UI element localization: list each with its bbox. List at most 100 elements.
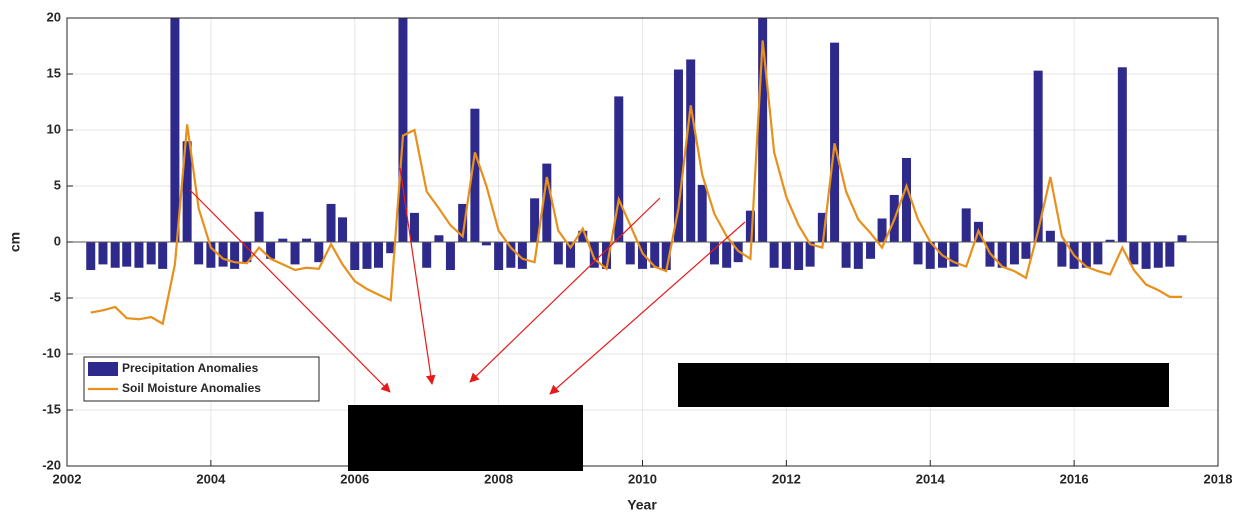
x-tick-label: 2004 [196,471,226,486]
bar [254,211,264,242]
bar [1105,239,1115,242]
bar [194,242,204,265]
bar [302,238,312,242]
bar [1057,242,1067,267]
bar [422,242,432,268]
bar [686,59,696,242]
bar [326,203,336,242]
annotation-arrows [189,167,746,395]
bar [230,242,240,269]
bar [1021,242,1031,259]
x-tick-label: 2008 [484,471,513,486]
bar [902,158,912,242]
bar [242,242,252,263]
x-tick-label: 2006 [340,471,369,486]
bar [1117,67,1127,242]
bar [997,242,1007,268]
bar [1093,242,1103,265]
bar [494,242,504,270]
bar [398,18,408,242]
bar [661,242,671,270]
bar [925,242,935,269]
bar [278,238,288,242]
x-axis-label: Year [627,497,657,513]
bar [1033,70,1043,242]
redaction-box [348,405,583,471]
bar [314,242,324,263]
bar [625,242,635,265]
arrow [549,221,746,395]
x-tick-label: 2018 [1204,471,1233,486]
bar [745,210,755,242]
bar [362,242,372,269]
arrow [189,189,391,393]
y-tick-label: 20 [47,9,61,24]
bar [434,235,444,242]
bar [841,242,851,268]
bar [781,242,791,269]
bar [614,96,624,243]
legend-swatch [88,362,118,376]
line [90,40,1183,326]
y-axis-label: cm [7,232,23,252]
bar [1129,242,1139,265]
bar [386,242,396,254]
bar [817,212,827,242]
x-tick-label: 2012 [772,471,801,486]
bar [86,242,96,270]
bar [458,203,468,242]
legend: Precipitation Anomalies Soil Moisture Ano… [83,356,320,402]
bar [673,69,683,243]
bar [794,242,804,270]
bar [266,242,276,259]
y-tick-label: -10 [42,345,61,360]
bar [866,242,876,259]
bar [1165,242,1175,267]
y-tick-label: -20 [42,457,61,472]
bar [481,242,491,246]
bar [134,242,144,268]
legend-box [83,356,320,402]
bar [650,242,660,268]
bar [578,230,588,242]
bar [1153,242,1163,268]
y-tick-label: 15 [47,65,61,80]
bar [602,242,612,269]
x-tick-label: 2014 [916,471,946,486]
bar [949,242,959,267]
bar [553,242,563,265]
bar [830,42,840,242]
bar [1045,230,1055,242]
bar [158,242,168,269]
bar [409,212,419,242]
legend-label: Precipitation Anomalies [122,361,259,375]
bar [758,18,768,242]
bar [1081,242,1091,268]
redaction-box [678,363,1169,407]
bar [122,242,132,267]
bar [961,208,971,242]
bar [350,242,360,270]
bar [182,141,192,242]
bar [638,242,647,269]
legend-label: Soil Moisture Anomalies [122,381,261,395]
y-tick-label: -5 [49,289,61,304]
bar [470,108,480,242]
bar [338,217,348,242]
arrow [469,197,661,383]
y-tick-label: 0 [54,233,61,248]
bar [877,218,887,242]
bar [517,242,527,269]
bar [206,242,216,268]
bar [805,242,815,267]
bar [589,242,599,268]
bar [373,242,383,268]
bar [913,242,923,265]
x-tick-label: 2002 [53,471,82,486]
bar [530,198,540,242]
bars [86,18,1187,270]
lines [90,40,1183,326]
bar [566,242,576,268]
bar [146,242,156,265]
bar [506,242,516,268]
